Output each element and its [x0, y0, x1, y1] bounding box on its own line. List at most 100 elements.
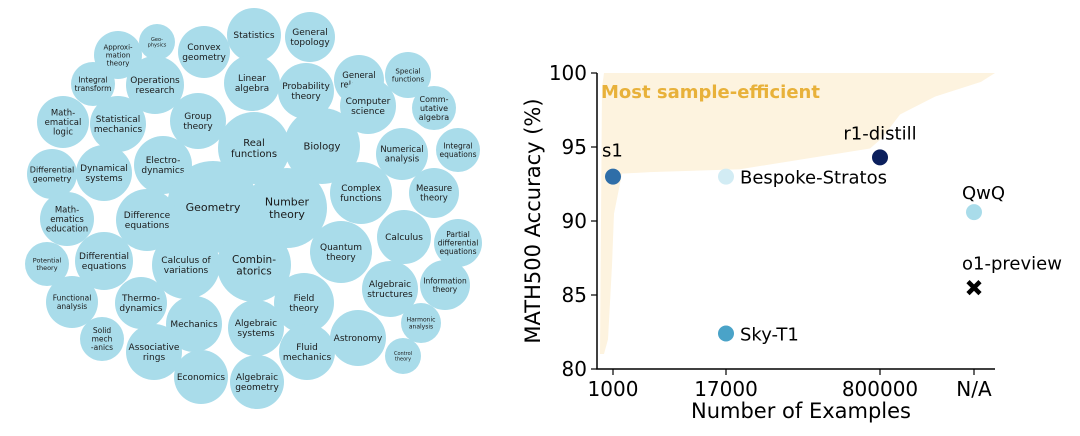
x-tick-label-na: N/A	[956, 377, 992, 401]
bubble-label-measure-theory: Measure theory	[416, 184, 452, 204]
bubble-circle	[178, 26, 230, 78]
marker-sky-t1	[718, 325, 734, 342]
bubble-label-mechanics: Mechanics	[170, 320, 218, 330]
bubble-circle	[340, 78, 396, 134]
bubble-statistical-mechanics: Statistical mechanics	[90, 96, 146, 152]
bubble-real-functions: Real functions	[218, 112, 290, 184]
bubble-circle	[412, 86, 456, 130]
bubble-circle	[385, 338, 421, 374]
y-tick-label-100: 100	[549, 61, 587, 85]
bubble-label-algebraic-geometry: Algebraic geometry	[235, 373, 279, 393]
bubble-calculus-of-variations: Calculus of variations	[152, 231, 220, 299]
bubble-circle	[40, 192, 94, 246]
bubble-label-economics: Economics	[177, 373, 226, 383]
bubble-circle	[284, 108, 360, 184]
bubble-differential-equations: Differential equations	[75, 232, 133, 290]
data-points: s1 Bespoke-Stratos Sky-T1 r1-distill QwQ o1-p…	[602, 123, 1062, 345]
bubble-circle	[247, 168, 327, 248]
bubble-economics: Economics	[174, 350, 228, 404]
bubble-computer-science: Computer science	[340, 78, 396, 134]
bubble-differential-geometry: Differential geometry	[27, 149, 77, 199]
bubble-circle	[71, 62, 115, 106]
sample-efficient-region	[600, 73, 995, 354]
bubble-circle	[274, 273, 334, 333]
bubble-algebraic-structures: Algebraic structures	[362, 261, 418, 317]
bubble-label-statistical-mechanics: Statistical mechanics	[94, 115, 143, 135]
point-label-r1-distill: r1-distill	[843, 123, 916, 144]
bubble-label-differential-geometry: Differential geometry	[30, 165, 74, 183]
bubble-label-differential-equations: Differential equations	[79, 252, 129, 272]
y-tick-label-90: 90	[562, 209, 587, 233]
bubble-label-biology: Biology	[304, 142, 341, 153]
bubble-circle	[227, 8, 281, 62]
bubble-harmonic-analysis: Harmonic analysis	[401, 303, 441, 343]
bubble-label-thermo-dynamics: Thermo-dynamics	[119, 294, 162, 314]
bubble-label-integral-transform: Integral transform	[75, 75, 112, 92]
bubble-information-theory: Information theory	[420, 260, 470, 310]
bubble-circle	[330, 162, 392, 224]
bubble-circle	[170, 93, 226, 149]
bubble-circle	[166, 296, 222, 352]
bubble-label-astronomy: Astronomy	[334, 334, 383, 344]
bubble-measure-theory: Measure theory	[409, 168, 459, 218]
y-tick-label-85: 85	[562, 283, 587, 307]
bubble-circle	[330, 310, 386, 366]
x-tick-label-1000: 1000	[588, 377, 639, 401]
bubble-label-dynamical-systems: Dynamical systems	[80, 164, 128, 184]
bubble-circle	[409, 168, 459, 218]
bubble-statistics: Statistics	[227, 8, 281, 62]
x-tick-label-17000: 17000	[694, 377, 758, 401]
bubble-group-theory: Group theory	[170, 93, 226, 149]
point-r1-distill: r1-distill	[843, 123, 917, 166]
bubble-label-computer-science: Computer science	[346, 97, 391, 117]
point-bespoke-stratos: Bespoke-Stratos	[718, 168, 887, 189]
point-label-s1: s1	[602, 141, 623, 162]
bubble-label-partial-differential-equations: Partial differential equations	[438, 230, 479, 256]
bubble-label-associative-rings: Associative rings	[129, 343, 180, 363]
bubble-circle	[228, 300, 284, 356]
bubble-field-theory: Field theory	[274, 273, 334, 333]
bubble-integral-equations: Integral equations	[436, 128, 480, 172]
bubble-math-ematics-education: Math-ematics education	[40, 192, 94, 246]
bubble-label-field-theory: Field theory	[289, 294, 319, 314]
bubble-label-operations-research: Operations research	[130, 76, 180, 96]
bubble-label-algebraic-structures: Algebraic structures	[367, 280, 413, 300]
bubble-circle	[152, 231, 220, 299]
bubble-label-integral-equations: Integral equations	[440, 141, 477, 158]
bubble-solid-mech-anics: Solid mech -anics	[80, 317, 124, 361]
bubble-geo-physics: Geo-physics	[139, 24, 175, 60]
bubble-circle	[126, 324, 182, 380]
bubble-label-numerical-analysis: Numerical analysis	[380, 145, 423, 165]
bubble-probability-theory: Probability theory	[278, 63, 334, 119]
bubble-general-topology: General topology	[285, 12, 335, 62]
bubble-label-functional-analysis: Functional analysis	[53, 293, 92, 310]
bubble-special-functions: Special functions	[385, 52, 431, 98]
point-o1-preview: o1-preview	[962, 254, 1062, 296]
bubble-numerical-analysis: Numerical analysis	[376, 128, 428, 180]
y-tick-label-95: 95	[562, 135, 587, 159]
bubble-circle	[217, 228, 291, 302]
bubble-label-algebraic-systems: Algebraic systems	[235, 319, 277, 339]
bubble-label-geo-physics: Geo-physics	[148, 37, 167, 49]
marker-o1-preview	[966, 280, 982, 296]
bubble-linear-algebra: Linear algebra	[224, 55, 280, 111]
bubble-complex-functions: Complex functions	[330, 162, 392, 224]
accuracy-scatter-chart: Most sample-efficient 80 85 90 95 100 1000 170…	[521, 61, 1062, 423]
bubble-operations-research: Operations research	[126, 56, 184, 114]
bubble-label-difference-equations: Difference equations	[124, 211, 171, 231]
bubble-circle	[285, 12, 335, 62]
y-axis-label: MATH500 Accuracy (%)	[521, 98, 545, 343]
bubble-label-comm-utative-algebra: Comm-utative algebra	[419, 95, 449, 122]
bubble-number-theory: Number theory	[247, 168, 327, 248]
axes: 80 85 90 95 100 1000 17000 800000 N/A	[549, 61, 995, 401]
bubble-convex-geometry: Convex geometry	[178, 26, 230, 78]
bubble-label-potential-theory: Potential theory	[33, 257, 62, 272]
marker-qwq	[966, 204, 982, 221]
marker-bespoke-stratos	[718, 168, 734, 185]
bubble-mechanics: Mechanics	[166, 296, 222, 352]
bubble-label-convex-geometry: Convex geometry	[182, 43, 226, 63]
bubble-circle	[46, 276, 98, 328]
bubble-circle	[224, 55, 280, 111]
bubble-label-geometry: Geometry	[186, 201, 241, 214]
bubble-circle	[37, 96, 89, 148]
